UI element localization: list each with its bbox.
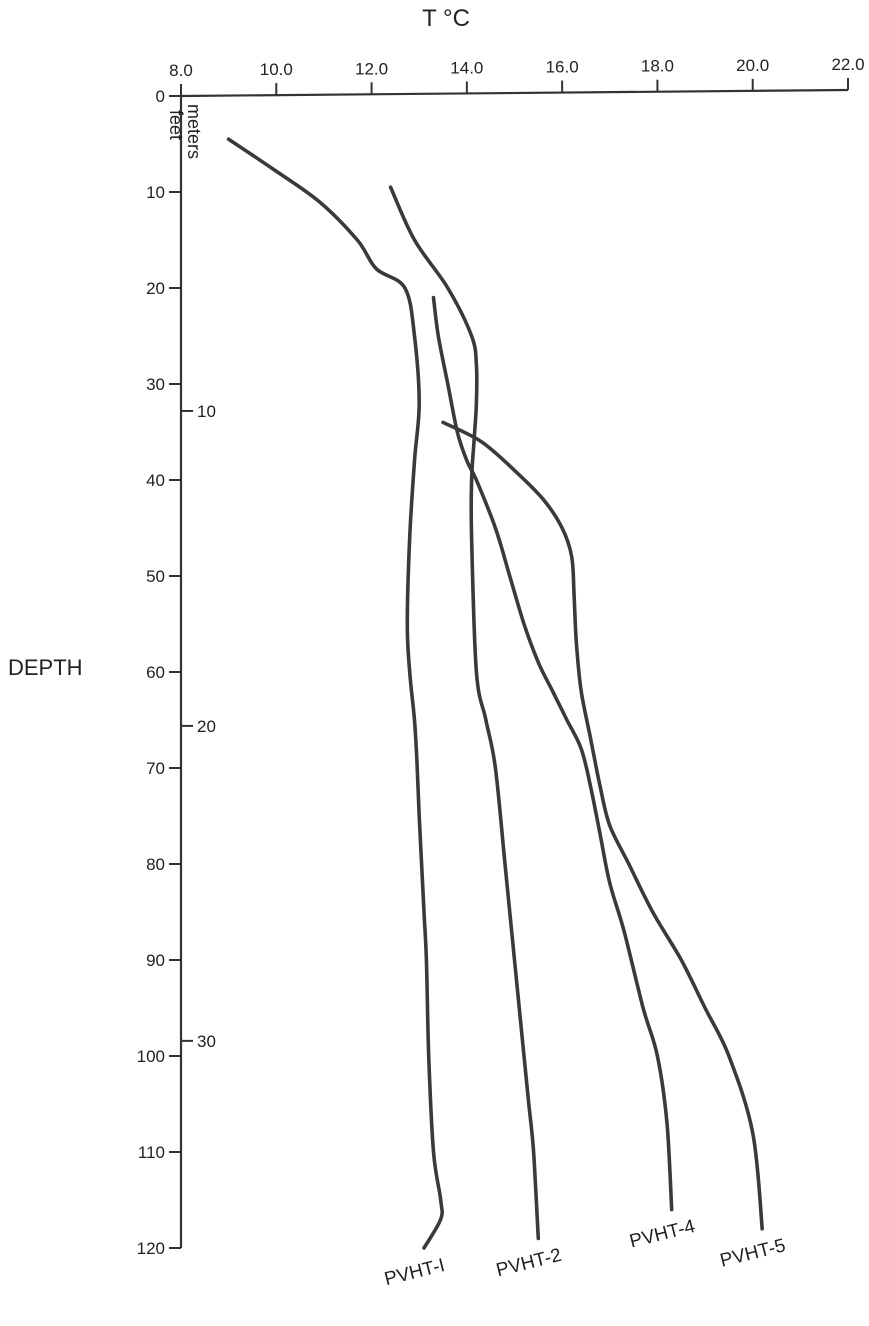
y-tick-label-feet: 90 bbox=[146, 951, 165, 970]
series-label: PVHT-4 bbox=[628, 1216, 698, 1253]
x-tick-label: 18.0 bbox=[641, 57, 674, 76]
series-labels: PVHT-I PVHT-2 PVHT-4 PVHT-5 bbox=[382, 1216, 787, 1290]
y-tick-label-feet: 100 bbox=[137, 1047, 165, 1066]
y-tick-label-meters: 30 bbox=[197, 1032, 216, 1051]
y-axis-label: DEPTH bbox=[8, 655, 83, 680]
y-tick-label-feet: 0 bbox=[156, 87, 165, 106]
x-tick-label: 8.0 bbox=[169, 61, 193, 80]
x-axis-ticks: 8.0 10.0 12.0 14.0 16.0 18.0 20.0 22.0 bbox=[169, 55, 865, 96]
x-tick-label: 10.0 bbox=[260, 60, 293, 79]
series-line-pvht-i bbox=[226, 137, 444, 1250]
x-tick-label: 20.0 bbox=[736, 56, 769, 75]
y-axis-ticks-feet: 0 10 20 30 40 50 60 70 80 90 100 110 120 bbox=[137, 87, 181, 1258]
y-tick-label-feet: 60 bbox=[146, 663, 165, 682]
series-line-pvht-5 bbox=[441, 420, 764, 1231]
series-line-pvht-2 bbox=[388, 185, 541, 1241]
y-tick-label-feet: 50 bbox=[146, 567, 165, 586]
y-tick-label-feet: 30 bbox=[146, 375, 165, 394]
y-tick-label-meters: 20 bbox=[197, 717, 216, 736]
series-curves bbox=[226, 137, 764, 1250]
series-label: PVHT-2 bbox=[494, 1245, 564, 1281]
series-label: PVHT-5 bbox=[718, 1235, 788, 1271]
y-tick-label-feet: 20 bbox=[146, 279, 165, 298]
y-tick-label-feet: 120 bbox=[137, 1239, 165, 1258]
y-tick-label-feet: 110 bbox=[138, 1143, 165, 1162]
y-tick-label-feet: 10 bbox=[146, 183, 165, 202]
x-tick-label: 14.0 bbox=[450, 58, 483, 77]
feet-unit-label: feet bbox=[166, 110, 186, 140]
y-tick-label-feet: 40 bbox=[146, 471, 165, 490]
y-tick-label-meters: 10 bbox=[197, 402, 216, 421]
x-axis-line bbox=[180, 88, 849, 98]
y-tick-label-feet: 70 bbox=[146, 759, 165, 778]
y-axis-ticks-meters: 10 20 30 bbox=[181, 402, 216, 1051]
x-tick-label: 12.0 bbox=[355, 59, 388, 78]
series-line-pvht-4 bbox=[431, 295, 674, 1212]
x-tick-label: 16.0 bbox=[546, 58, 579, 77]
series-label: PVHT-I bbox=[382, 1255, 446, 1290]
meters-unit-label: meters bbox=[184, 104, 204, 159]
x-tick-label: 22.0 bbox=[831, 55, 864, 74]
chart-title: T °C bbox=[422, 5, 470, 32]
y-tick-label-feet: 80 bbox=[146, 855, 165, 874]
